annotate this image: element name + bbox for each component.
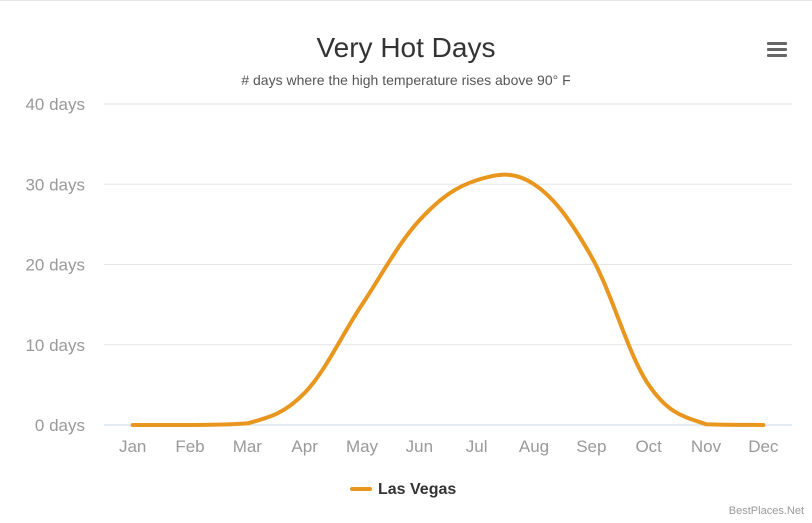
x-tick-label: Dec bbox=[748, 437, 779, 456]
legend-label: Las Vegas bbox=[378, 481, 456, 498]
legend: Las Vegas bbox=[350, 481, 456, 498]
x-tick-label: Feb bbox=[175, 437, 204, 456]
y-tick-label: 30 days bbox=[25, 175, 85, 194]
x-tick-label: Apr bbox=[291, 437, 318, 456]
x-tick-label: Sep bbox=[576, 437, 606, 456]
y-tick-label: 10 days bbox=[25, 336, 85, 355]
menu-bar bbox=[767, 42, 787, 45]
series-line-las-vegas bbox=[130, 172, 766, 427]
top-border bbox=[0, 0, 812, 1]
x-tick-label: Jul bbox=[466, 437, 488, 456]
x-tick-label: Jun bbox=[406, 437, 433, 456]
hamburger-menu-icon[interactable] bbox=[765, 40, 789, 60]
y-axis-ticks: 0 days 10 days 20 days 30 days 40 days bbox=[25, 95, 85, 435]
credit-text: BestPlaces.Net bbox=[728, 505, 804, 517]
x-tick-label: Oct bbox=[635, 437, 662, 456]
menu-bar bbox=[767, 54, 787, 57]
grid-lines bbox=[104, 103, 792, 426]
series-layer bbox=[130, 172, 766, 427]
x-tick-label: Mar bbox=[233, 437, 263, 456]
y-tick-label: 40 days bbox=[25, 95, 85, 114]
x-axis-ticks: Jan Feb Mar Apr May Jun Jul Aug Sep Oct Nov Dec bbox=[119, 437, 779, 456]
x-tick-label: Aug bbox=[519, 437, 549, 456]
y-tick-label: 0 days bbox=[35, 416, 85, 435]
x-tick-label: May bbox=[346, 437, 379, 456]
x-tick-label: Jan bbox=[119, 437, 146, 456]
menu-bar bbox=[767, 48, 787, 51]
chart-subtitle: # days where the high temperature rises … bbox=[241, 72, 571, 88]
chart-title: Very Hot Days bbox=[316, 32, 496, 63]
y-tick-label: 20 days bbox=[25, 256, 85, 275]
x-tick-label: Nov bbox=[691, 437, 722, 456]
